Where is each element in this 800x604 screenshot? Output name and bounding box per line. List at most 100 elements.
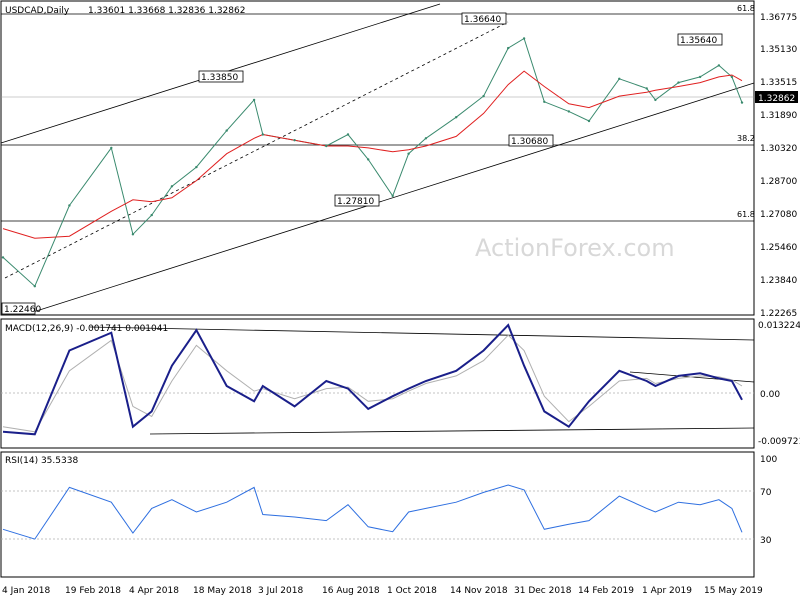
svg-text:1.27810: 1.27810 [337, 197, 374, 207]
fib-label-mid: 38.2 [737, 134, 755, 143]
y-tick: 1.30320 [760, 144, 797, 154]
y-tick: -0.009721 [758, 437, 800, 447]
x-tick: 4 Jan 2018 [2, 586, 50, 596]
price-point [252, 98, 256, 102]
x-tick: 31 Dec 2018 [514, 586, 572, 596]
y-tick: 100 [760, 455, 777, 465]
price-point [587, 119, 591, 123]
y-tick: 30 [760, 536, 772, 546]
x-tick: 15 May 2019 [704, 586, 763, 596]
y-tick: 1.25460 [760, 243, 797, 253]
annotation-1-33850: 1.33850 [198, 70, 244, 83]
x-tick: 3 Jul 2018 [258, 586, 303, 596]
svg-text:1.33850: 1.33850 [201, 73, 238, 83]
moving-average-line [2, 70, 743, 239]
x-tick: 4 Apr 2018 [129, 586, 179, 596]
x-tick: 1 Oct 2018 [387, 586, 437, 596]
ohlc-label: 1.33601 1.33668 1.32836 1.32862 [88, 6, 245, 16]
price-point [293, 139, 296, 142]
price-y-axis: 1.36775 1.35130 1.33515 1.31890 1.30320 … [760, 13, 797, 319]
macd-trend-upper [89, 326, 755, 341]
rsi-panel [0, 451, 755, 578]
price-point [507, 46, 510, 50]
y-tick: 0.013224 [758, 321, 800, 331]
macd-y-axis: 0.013224 0.00 -0.009721 [758, 321, 800, 447]
macd-line [2, 323, 743, 436]
macd-signal-line [2, 334, 743, 433]
fib-label-top: 61.8 [737, 4, 755, 13]
price-point [346, 133, 350, 136]
x-axis: 4 Jan 2018 19 Feb 2018 4 Apr 2018 18 May… [2, 586, 763, 596]
svg-text:1.32862: 1.32862 [758, 94, 795, 104]
price-point [261, 133, 264, 136]
y-tick: 0.00 [760, 390, 780, 400]
y-tick: 70 [760, 488, 772, 498]
fib-label-low: 61.8 [737, 210, 755, 219]
y-tick: 1.35130 [760, 45, 797, 55]
price-point [325, 144, 328, 148]
price-point [33, 285, 36, 288]
price-point [170, 185, 174, 188]
y-tick: 1.22265 [760, 309, 797, 319]
annotation-1-30680: 1.30680 [508, 134, 554, 147]
macd-trend-lower [149, 427, 755, 435]
svg-text:1.30680: 1.30680 [511, 137, 548, 147]
annotation-1-36640: 1.36640 [461, 12, 507, 25]
price-point [482, 94, 485, 98]
price-panel [0, 0, 755, 316]
price-point [195, 165, 198, 169]
price-point [455, 116, 458, 119]
price-point [543, 100, 546, 104]
rsi-title: RSI(14) 35.5338 [5, 456, 78, 466]
price-point [391, 194, 394, 198]
symbol-label: USDCAD,Daily [5, 6, 70, 16]
price-point [367, 158, 370, 161]
channel-mid-dotted-line [4, 21, 509, 279]
price-point [618, 77, 621, 81]
x-tick: 1 Apr 2019 [642, 586, 692, 596]
x-tick: 16 Aug 2018 [322, 586, 380, 596]
y-tick: 1.28700 [760, 177, 797, 187]
price-point [131, 233, 135, 236]
annotation-1-35640: 1.35640 [677, 33, 723, 46]
y-tick: 1.23840 [760, 276, 797, 286]
price-point [717, 64, 721, 67]
macd-title: MACD(12,26,9) -0.001741 0.001041 [5, 324, 168, 334]
svg-text:1.22460: 1.22460 [4, 305, 41, 315]
annotation-1-27810: 1.27810 [334, 194, 380, 207]
y-tick: 1.31890 [760, 111, 797, 121]
price-point [567, 110, 570, 113]
price-point [730, 75, 734, 79]
x-tick: 14 Feb 2019 [578, 586, 634, 596]
svg-text:1.36640: 1.36640 [464, 15, 501, 25]
price-point [68, 204, 71, 207]
annotation-1-22460: 1.22460 [1, 302, 41, 315]
price-point [740, 101, 744, 104]
macd-panel [0, 318, 755, 449]
price-point [698, 75, 702, 79]
watermark: ActionForex.com [475, 234, 675, 262]
rsi-line [2, 484, 743, 540]
x-tick: 14 Nov 2018 [450, 586, 508, 596]
last-price-marker: 1.32862 [755, 91, 798, 104]
price-point [225, 129, 228, 132]
channel-lower-line [29, 82, 755, 314]
svg-text:1.35640: 1.35640 [680, 36, 717, 46]
y-tick: 1.33515 [760, 78, 797, 88]
price-point [645, 87, 648, 90]
y-tick: 1.36775 [760, 13, 797, 23]
x-tick: 19 Feb 2018 [65, 586, 121, 596]
price-point [677, 81, 680, 84]
chart-marks [1, 37, 744, 288]
price-point [1, 256, 5, 259]
price-point [150, 213, 153, 217]
price-point [522, 37, 526, 40]
price-point [424, 137, 428, 140]
price-point [407, 152, 410, 155]
x-tick: 18 May 2018 [193, 586, 252, 596]
price-point [654, 98, 657, 102]
price-point [110, 146, 113, 150]
rsi-y-axis: 100 70 30 [760, 455, 777, 546]
